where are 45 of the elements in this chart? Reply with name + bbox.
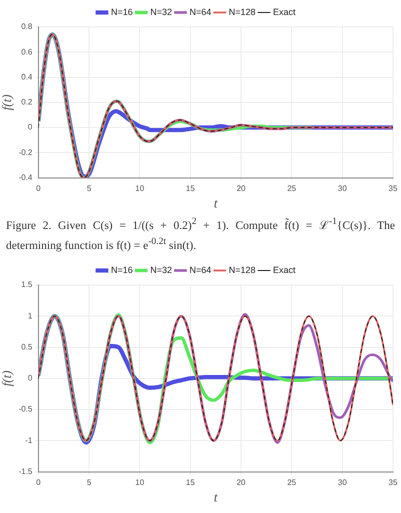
x-axis-title: t <box>214 196 218 211</box>
legend-label: N=16 <box>110 264 133 275</box>
y-tick-label: 0.5 <box>21 342 33 352</box>
legend-label: N=32 <box>150 264 172 275</box>
x-tick-label: 25 <box>287 477 297 486</box>
x-tick-label: 5 <box>86 477 92 486</box>
y-tick-label: 0.6 <box>21 47 33 56</box>
legend-label: N=128 <box>228 264 256 275</box>
y-tick-label: 1.5 <box>21 280 33 289</box>
x-tick-label: 30 <box>338 477 348 486</box>
x-tick-label: 0 <box>36 184 42 193</box>
x-tick-label: 15 <box>186 184 196 193</box>
legend-label: N=128 <box>228 6 256 17</box>
y-axis-title: f(t) <box>0 94 14 110</box>
y-tick-label: -1.5 <box>18 466 33 476</box>
y-tick-label: 0.8 <box>21 22 33 32</box>
legend-label: N=64 <box>189 6 212 17</box>
y-axis-title: f(t) <box>0 370 14 386</box>
x-axis-title: t <box>214 489 218 504</box>
y-tick-label: -1 <box>25 436 33 445</box>
y-tick-label: -0.4 <box>18 173 33 182</box>
legend-label: Exact <box>273 264 296 275</box>
legend-label: N=16 <box>110 6 133 17</box>
x-tick-label: 15 <box>186 477 196 486</box>
y-tick-label: 0.2 <box>21 98 33 107</box>
y-tick-label: 0.4 <box>21 72 33 82</box>
x-tick-label: 25 <box>287 184 297 193</box>
x-tick-label: 10 <box>135 477 145 486</box>
y-tick-label: 0 <box>28 373 33 382</box>
y-tick-label: 1 <box>28 310 33 320</box>
x-tick-label: 30 <box>338 184 348 193</box>
x-tick-label: 20 <box>236 477 246 486</box>
legend-label: N=32 <box>150 6 172 17</box>
x-tick-label: 20 <box>236 184 246 193</box>
x-tick-label: 5 <box>86 184 92 193</box>
legend-label: Exact <box>273 6 296 17</box>
y-tick-label: -0.2 <box>18 148 33 157</box>
x-tick-label: 35 <box>388 477 398 486</box>
y-tick-label: 0 <box>28 122 33 132</box>
x-tick-label: 35 <box>388 184 398 193</box>
x-tick-label: 10 <box>135 184 145 193</box>
x-tick-label: 0 <box>36 477 42 486</box>
text: Figure 2. Given C(s) = 1/((s + 0.2)$^{2}$ + 1). Compute f̃(t) = ℒ$^{-1}${C(s)}. The determining function is f(t) = e$^{-0.2t}$ sin(t). <box>6 216 396 252</box>
y-tick-label: -0.5 <box>18 404 33 414</box>
legend-label: N=64 <box>189 264 212 275</box>
